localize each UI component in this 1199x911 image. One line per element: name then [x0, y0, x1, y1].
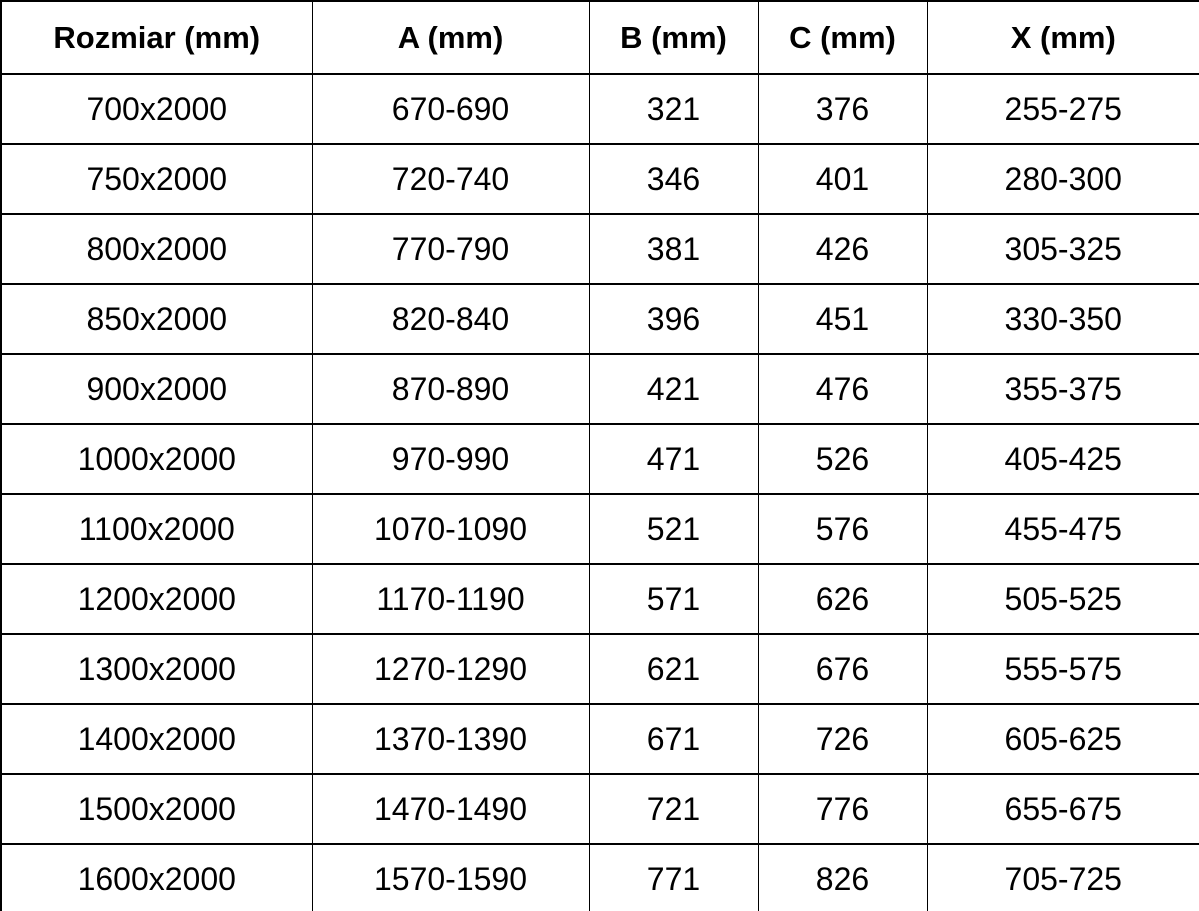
- table-cell-rozmiar: 1000x2000: [0, 423, 313, 495]
- table-cell-x: 605-625: [926, 703, 1199, 775]
- table-cell-c: 451: [757, 283, 928, 355]
- table-cell-a: 1470-1490: [311, 773, 590, 845]
- table-cell-rozmiar: 1100x2000: [0, 493, 313, 565]
- table-cell-a: 820-840: [311, 283, 590, 355]
- table-cell-x: 705-725: [926, 843, 1199, 911]
- table-row: 800x2000 770-790 381 426 305-325: [0, 213, 1199, 285]
- table-cell-rozmiar: 1200x2000: [0, 563, 313, 635]
- table-cell-a: 670-690: [311, 73, 590, 145]
- table-cell-c: 401: [757, 143, 928, 215]
- header-cell-a: A (mm): [311, 0, 590, 75]
- table-cell-a: 720-740: [311, 143, 590, 215]
- table-cell-a: 1270-1290: [311, 633, 590, 705]
- table-cell-c: 826: [757, 843, 928, 911]
- header-row: Rozmiar (mm) A (mm) B (mm) C (mm) X (mm): [0, 0, 1199, 75]
- table-cell-b: 421: [588, 353, 759, 425]
- table-cell-c: 526: [757, 423, 928, 495]
- table-cell-b: 771: [588, 843, 759, 911]
- table-row: 750x2000 720-740 346 401 280-300: [0, 143, 1199, 215]
- table-cell-b: 346: [588, 143, 759, 215]
- table-cell-b: 396: [588, 283, 759, 355]
- table-cell-rozmiar: 700x2000: [0, 73, 313, 145]
- table-row: 1200x2000 1170-1190 571 626 505-525: [0, 563, 1199, 635]
- table-row: 700x2000 670-690 321 376 255-275: [0, 73, 1199, 145]
- table-row: 1500x2000 1470-1490 721 776 655-675: [0, 773, 1199, 845]
- header-cell-c: C (mm): [757, 0, 928, 75]
- table-cell-rozmiar: 850x2000: [0, 283, 313, 355]
- table-row: 1600x2000 1570-1590 771 826 705-725: [0, 843, 1199, 911]
- table-cell-b: 521: [588, 493, 759, 565]
- table-cell-c: 576: [757, 493, 928, 565]
- table-cell-c: 776: [757, 773, 928, 845]
- table-cell-rozmiar: 900x2000: [0, 353, 313, 425]
- table-cell-rozmiar: 1600x2000: [0, 843, 313, 911]
- table-cell-b: 321: [588, 73, 759, 145]
- table-cell-c: 476: [757, 353, 928, 425]
- table-row: 1300x2000 1270-1290 621 676 555-575: [0, 633, 1199, 705]
- table-cell-c: 726: [757, 703, 928, 775]
- table-cell-rozmiar: 800x2000: [0, 213, 313, 285]
- table-cell-b: 471: [588, 423, 759, 495]
- table-cell-rozmiar: 1500x2000: [0, 773, 313, 845]
- table-row: 850x2000 820-840 396 451 330-350: [0, 283, 1199, 355]
- table-cell-b: 721: [588, 773, 759, 845]
- table-body: 700x2000 670-690 321 376 255-275 750x2000 720-…: [0, 73, 1199, 911]
- table-row: 900x2000 870-890 421 476 355-375: [0, 353, 1199, 425]
- table-row: 1000x2000 970-990 471 526 405-425: [0, 423, 1199, 495]
- table-cell-x: 555-575: [926, 633, 1199, 705]
- table-cell-rozmiar: 750x2000: [0, 143, 313, 215]
- header-cell-b: B (mm): [588, 0, 759, 75]
- table-cell-a: 1070-1090: [311, 493, 590, 565]
- table-cell-x: 330-350: [926, 283, 1199, 355]
- table-cell-a: 1370-1390: [311, 703, 590, 775]
- table-cell-a: 970-990: [311, 423, 590, 495]
- header-cell-x: X (mm): [926, 0, 1199, 75]
- table-cell-a: 1570-1590: [311, 843, 590, 911]
- table-cell-x: 655-675: [926, 773, 1199, 845]
- header-cell-rozmiar: Rozmiar (mm): [0, 0, 313, 75]
- table-cell-x: 255-275: [926, 73, 1199, 145]
- table-cell-c: 426: [757, 213, 928, 285]
- table-cell-c: 376: [757, 73, 928, 145]
- table-cell-b: 381: [588, 213, 759, 285]
- table-cell-a: 770-790: [311, 213, 590, 285]
- table-cell-b: 671: [588, 703, 759, 775]
- table-cell-c: 676: [757, 633, 928, 705]
- table-cell-a: 870-890: [311, 353, 590, 425]
- table-cell-x: 305-325: [926, 213, 1199, 285]
- table-cell-rozmiar: 1400x2000: [0, 703, 313, 775]
- table-cell-x: 280-300: [926, 143, 1199, 215]
- table-row: 1100x2000 1070-1090 521 576 455-475: [0, 493, 1199, 565]
- table-cell-x: 405-425: [926, 423, 1199, 495]
- table-cell-x: 355-375: [926, 353, 1199, 425]
- table-cell-a: 1170-1190: [311, 563, 590, 635]
- table-cell-b: 571: [588, 563, 759, 635]
- table-row: 1400x2000 1370-1390 671 726 605-625: [0, 703, 1199, 775]
- table-cell-rozmiar: 1300x2000: [0, 633, 313, 705]
- table-cell-x: 455-475: [926, 493, 1199, 565]
- table-cell-c: 626: [757, 563, 928, 635]
- table-cell-b: 621: [588, 633, 759, 705]
- table-cell-x: 505-525: [926, 563, 1199, 635]
